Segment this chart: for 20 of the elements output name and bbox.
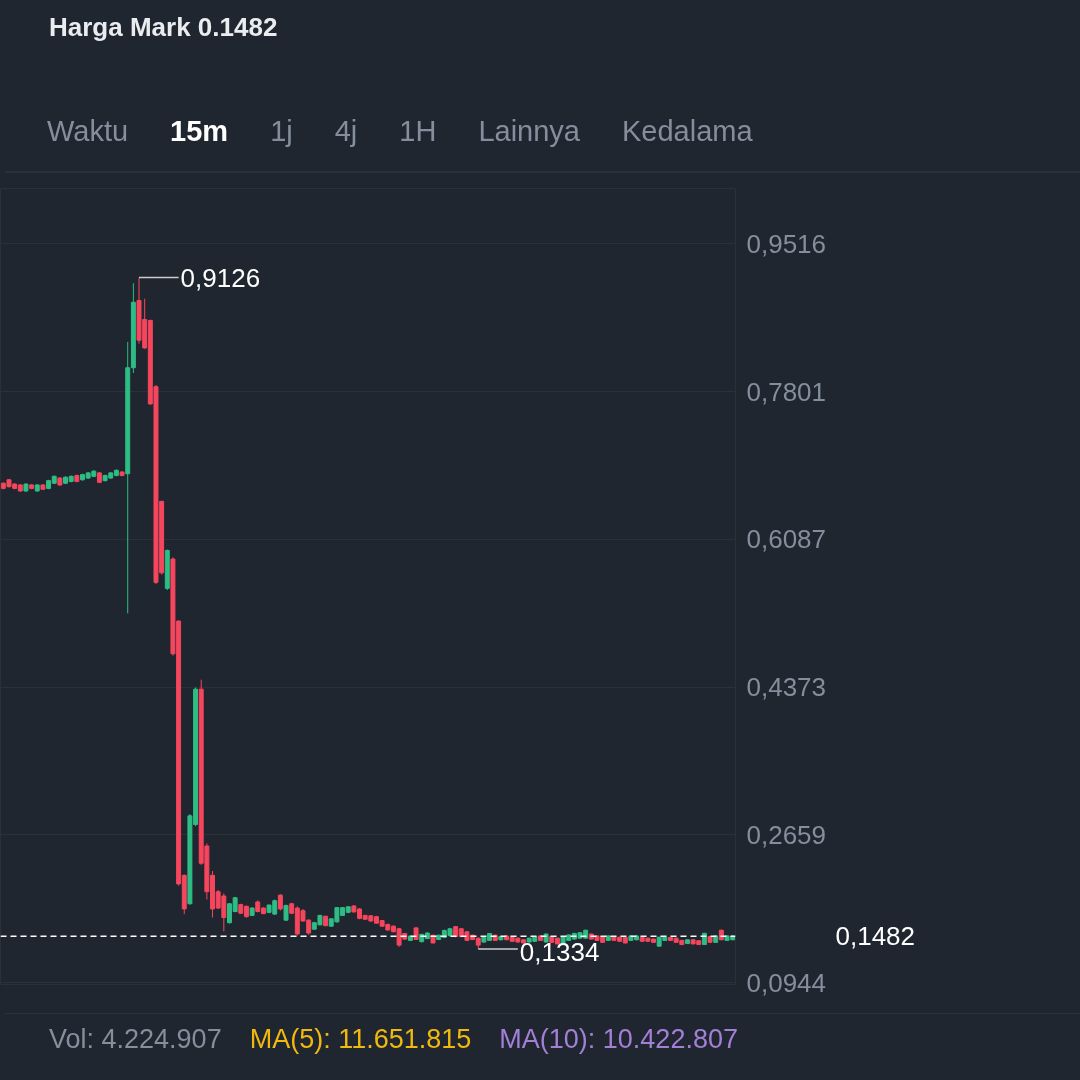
text: 15m	[170, 115, 229, 147]
text: 4j	[334, 115, 358, 147]
text: Kedalama	[621, 115, 753, 147]
y-tick-label: 0,7801	[746, 376, 827, 407]
text: Vol: 4.224.907	[49, 1024, 222, 1054]
text: 1H	[399, 115, 437, 147]
text: Lainnya	[478, 115, 580, 147]
chart-title: Harga Mark 0.1482	[49, 11, 278, 44]
y-tick-label: 0,6087	[746, 524, 827, 555]
y-tick-label: 0,9516	[746, 229, 827, 259]
text: Waktu	[47, 115, 129, 147]
text: MA(10): 10.422.807	[499, 1024, 738, 1054]
y-tick-label: 0,0944	[746, 967, 827, 998]
text: 1j	[270, 115, 293, 147]
y-tick-label: 0,2659	[746, 819, 827, 850]
annotation: 0,1334	[519, 937, 600, 968]
y-tick-label: 0,4373	[746, 672, 827, 703]
ref-line-label: 0,1482	[835, 921, 916, 952]
text: MA(5): 11.651.815	[249, 1024, 472, 1054]
annotation: 0,9126	[180, 262, 261, 293]
